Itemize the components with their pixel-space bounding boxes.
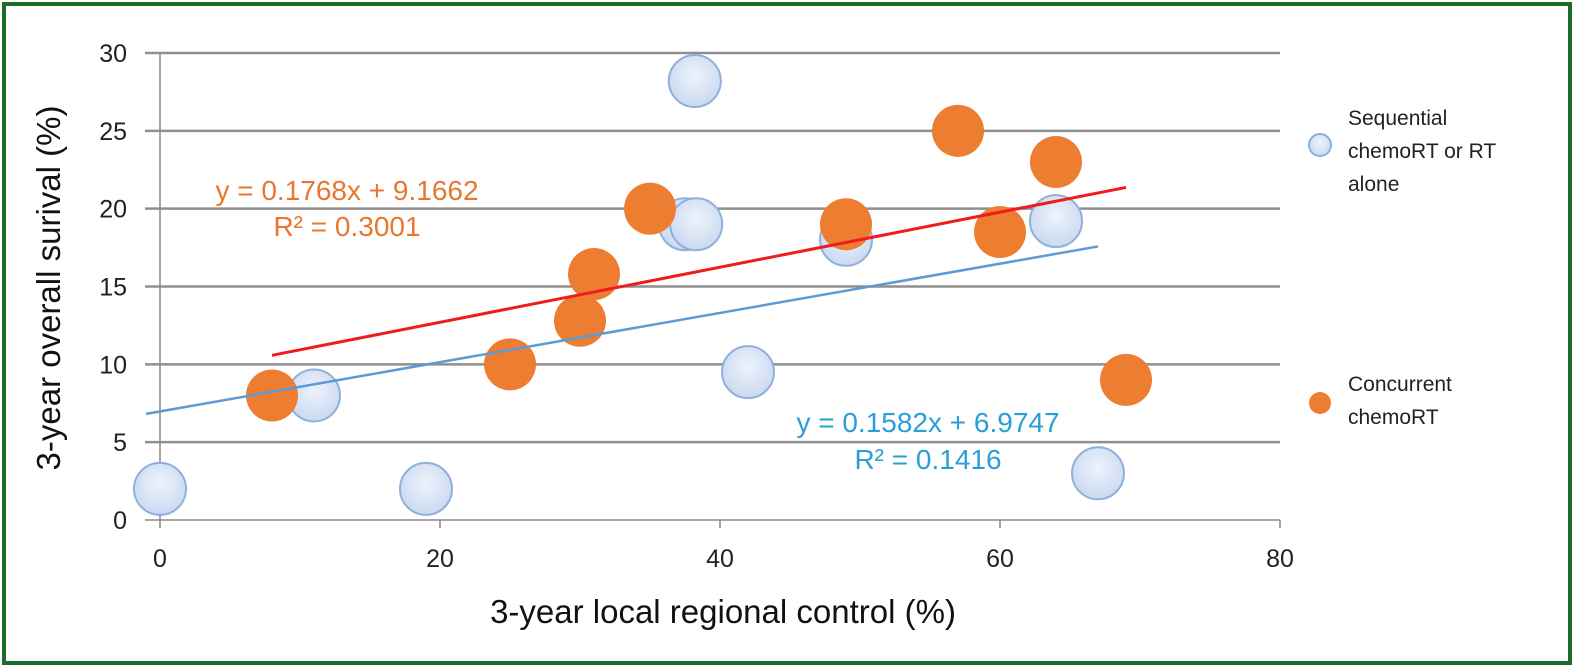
y-axis-title: 3-year overall surival (%): [30, 106, 67, 471]
x-axis-title: 3-year local regional control (%): [490, 593, 956, 630]
legend: Sequential chemoRT or RT alone Concurrent ch…: [1308, 107, 1496, 429]
concurrent-point: [568, 248, 620, 301]
legend-concurrent-label: Concurrent: [1348, 373, 1452, 396]
x-tick-label: 60: [986, 545, 1014, 573]
sequential-point: [721, 345, 775, 400]
sequential-point: [667, 54, 722, 109]
legend-sequential-marker: [1308, 133, 1332, 157]
concurrent-point: [624, 182, 676, 235]
sequential-r-squared: R² = 0.1416: [854, 444, 1001, 475]
x-tick-label: 40: [706, 545, 734, 573]
legend-concurrent-label: chemoRT: [1348, 406, 1439, 429]
concurrent-point: [820, 198, 872, 251]
concurrent-r-squared: R² = 0.3001: [273, 211, 420, 242]
legend-sequential-label: chemoRT or RT: [1348, 140, 1496, 163]
concurrent-equation: y = 0.1768x + 9.1662: [215, 175, 478, 206]
concurrent-point: [1100, 353, 1152, 406]
y-tick-label: 20: [99, 196, 127, 224]
concurrent-trendline: [271, 185, 1127, 357]
sequential-point: [399, 461, 453, 516]
sequential-trendline: [145, 245, 1099, 416]
sequential-point: [1071, 446, 1125, 501]
legend-sequential-label: alone: [1348, 173, 1399, 196]
concurrent-point: [932, 104, 984, 157]
x-tick-label: 80: [1266, 545, 1294, 573]
concurrent-point: [1030, 135, 1082, 188]
legend-concurrent-marker: [1309, 392, 1331, 414]
sequential-point: [1029, 194, 1083, 249]
concurrent-equation-label: y = 0.1768x + 9.1662 R² = 0.3001: [215, 175, 478, 242]
y-axis-ticks: 0 5 10 15 20 25 30: [99, 40, 127, 535]
y-tick-label: 0: [113, 507, 127, 535]
data-points: [133, 54, 1152, 516]
sequential-point: [133, 461, 187, 516]
concurrent-point: [974, 206, 1026, 259]
y-tick-label: 30: [99, 40, 127, 68]
trendlines: [145, 185, 1127, 416]
x-tick-label: 0: [153, 545, 167, 573]
sequential-equation-label: y = 0.1582x + 6.9747 R² = 0.1416: [796, 407, 1059, 475]
sequential-point: [669, 197, 724, 252]
x-tick-label: 20: [426, 545, 454, 573]
legend-sequential-label: Sequential: [1348, 107, 1447, 130]
sequential-equation: y = 0.1582x + 6.9747: [796, 407, 1059, 438]
concurrent-point: [554, 294, 606, 347]
y-tick-label: 5: [113, 429, 127, 457]
y-tick-label: 10: [99, 351, 127, 379]
y-tick-label: 25: [99, 118, 127, 146]
x-axis-ticks: 0 20 40 60 80: [153, 520, 1294, 573]
y-tick-label: 15: [99, 274, 127, 302]
concurrent-point: [246, 369, 298, 422]
